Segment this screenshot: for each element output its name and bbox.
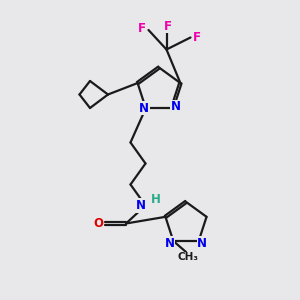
Text: N: N [165, 237, 175, 250]
Text: H: H [151, 193, 161, 206]
Text: N: N [136, 199, 146, 212]
Text: CH₃: CH₃ [177, 252, 198, 262]
Text: N: N [139, 102, 149, 115]
Text: F: F [164, 20, 172, 33]
Text: N: N [171, 100, 181, 113]
Text: N: N [197, 237, 207, 250]
Text: F: F [193, 31, 201, 44]
Text: F: F [138, 22, 146, 35]
Text: O: O [93, 217, 103, 230]
